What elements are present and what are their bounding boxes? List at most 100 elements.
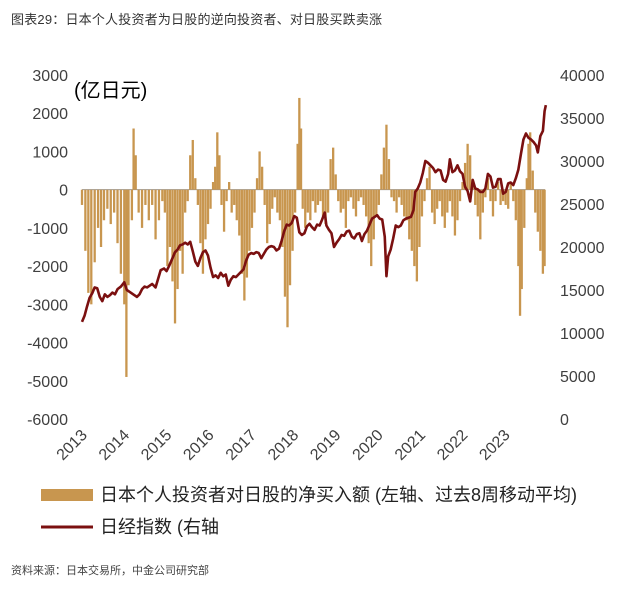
bar-54	[230, 189, 233, 213]
bar-108	[364, 189, 368, 217]
bar-119	[392, 189, 396, 202]
bar-39	[194, 178, 197, 190]
bar-53	[228, 182, 231, 190]
bar-73	[278, 189, 282, 221]
bar-165	[509, 182, 512, 190]
bar-63	[253, 189, 256, 213]
bar-81	[298, 97, 301, 190]
bar-110	[370, 189, 373, 267]
bar-42	[201, 189, 205, 274]
bar-106	[359, 189, 363, 198]
bar-113	[377, 189, 380, 205]
bar-116	[385, 124, 388, 190]
right-tick-0: 40000	[560, 68, 605, 85]
bar-146	[461, 182, 464, 190]
bar-3	[90, 189, 93, 305]
bar-58	[240, 189, 243, 274]
bar-178	[539, 189, 542, 251]
bar-111	[372, 189, 375, 240]
left-tick-1: 2000	[32, 106, 68, 123]
bar-176	[534, 189, 537, 213]
bar-34	[181, 189, 184, 274]
bar-93	[326, 189, 330, 213]
bar-157	[489, 189, 492, 202]
x-tick-5: 2018	[265, 427, 302, 464]
bar-124	[405, 189, 408, 221]
x-axis-ticks: 2013 2014 2015 2016 2017 2018 2019 2020 2021 2022…	[54, 427, 514, 464]
bar-62	[250, 189, 254, 228]
bar-88	[314, 189, 317, 213]
bar-128	[415, 189, 419, 282]
bar-156	[486, 178, 490, 190]
right-tick-6: 10000	[560, 326, 605, 343]
bar-114	[380, 174, 383, 190]
bar-27	[163, 189, 167, 213]
bar-166	[512, 189, 515, 202]
bar-79	[293, 189, 297, 213]
bar-8	[106, 189, 109, 209]
legend-label-line: 日经指数 (右轴	[100, 517, 219, 537]
bar-67	[263, 189, 266, 205]
bar-179	[541, 189, 545, 274]
bar-115	[382, 147, 386, 190]
bar-18	[134, 155, 137, 190]
bar-76	[286, 189, 289, 328]
bar-139	[443, 189, 446, 228]
right-tick-8: 0	[560, 412, 569, 429]
bar-101	[347, 189, 350, 202]
bar-23	[151, 189, 154, 205]
bar-15	[127, 189, 130, 286]
bar-94	[329, 159, 332, 190]
line-series-layer	[80, 104, 548, 323]
bar-25	[157, 189, 161, 221]
bar-95	[332, 147, 335, 190]
left-tick-5: -2000	[27, 259, 68, 276]
bar-52	[225, 189, 228, 202]
left-tick-3: 0	[59, 183, 68, 200]
bar-75	[283, 189, 287, 297]
bar-10	[112, 189, 116, 213]
bar-142	[451, 189, 454, 217]
bar-169	[518, 189, 522, 316]
bar-153	[479, 189, 482, 240]
bar-83	[301, 189, 304, 209]
bar-77	[288, 189, 292, 286]
bar-17	[132, 128, 135, 190]
bar-80	[296, 143, 299, 190]
bar-160	[496, 182, 500, 190]
bar-0	[80, 189, 84, 205]
x-tick-9: 2022	[434, 427, 471, 464]
left-tick-9: -6000	[27, 412, 68, 429]
bar-173	[527, 143, 530, 190]
right-tick-4: 20000	[560, 240, 605, 257]
bar-46	[211, 182, 215, 190]
bar-147	[463, 162, 467, 190]
x-tick-3: 2016	[180, 427, 217, 464]
bar-177	[536, 189, 539, 232]
bar-87	[311, 189, 315, 202]
bar-127	[413, 189, 416, 267]
bar-132	[425, 178, 429, 190]
bar-19	[137, 189, 140, 213]
bar-175	[531, 170, 534, 190]
x-tick-7: 2020	[350, 427, 387, 464]
bar-56	[235, 189, 238, 221]
bar-11	[116, 189, 119, 244]
right-tick-5: 15000	[560, 283, 605, 300]
bar-82	[299, 128, 303, 190]
bar-135	[433, 189, 436, 225]
bar-155	[484, 189, 487, 198]
bar-16	[130, 189, 134, 221]
bar-32	[176, 189, 179, 290]
bar-69	[268, 189, 271, 225]
source-note: 资料来源：日本交易所，中金公司研究部	[11, 565, 209, 577]
bar-99	[342, 189, 345, 209]
bar-118	[390, 189, 393, 198]
right-tick-7: 5000	[560, 369, 596, 386]
bar-98	[339, 189, 342, 213]
bar-123	[403, 189, 406, 217]
bar-44	[206, 189, 210, 225]
bar-91	[321, 189, 325, 217]
bar-129	[418, 189, 421, 247]
bar-141	[448, 189, 452, 202]
